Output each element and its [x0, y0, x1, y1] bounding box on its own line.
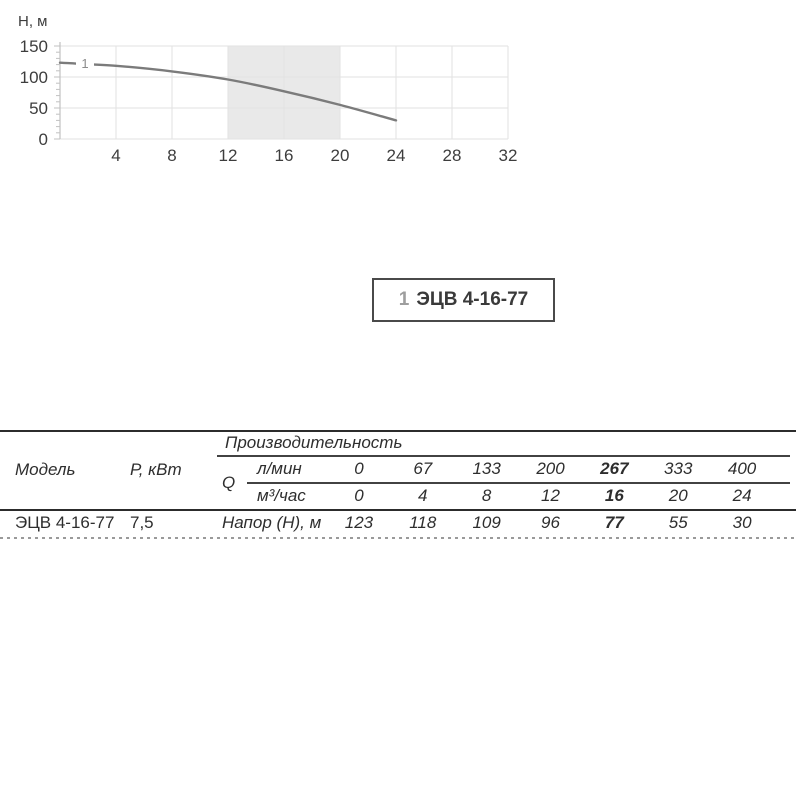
- head-value: 118: [409, 513, 437, 532]
- flow-m3h-value: 0: [354, 486, 364, 505]
- x-tick-label: 32: [499, 146, 518, 165]
- pump-curve-chart: 1 Н, м 150 100 50 0 4 8 12 16 20 24 28 3…: [18, 13, 518, 165]
- x-tick-label: 28: [443, 146, 462, 165]
- y-axis-ticks: [54, 45, 60, 140]
- x-tick-label: 16: [275, 146, 294, 165]
- units-separator: [247, 482, 790, 484]
- pump-curve: [58, 61, 398, 122]
- performance-table: Модель Р, кВт Производительность Q л/мин…: [0, 430, 800, 545]
- flow-m3h-value: 24: [732, 486, 752, 505]
- flow-lmin-value: 400: [727, 459, 757, 478]
- flow-lmin-value: 200: [536, 459, 565, 478]
- y-axis-title: Н, м: [18, 13, 47, 30]
- head-row-label: Напор (Н), м: [222, 512, 322, 532]
- flow-lmin-value: 133: [472, 459, 501, 478]
- legend-model-name: ЭЦВ 4-16-77: [416, 289, 529, 310]
- unit-m3h-label: м³/час: [257, 485, 306, 505]
- power-column-header: Р, кВт: [130, 459, 182, 479]
- legend-curve-number: 1: [398, 289, 410, 310]
- head-value: 30: [732, 513, 752, 532]
- data-row-top-border: [0, 509, 796, 511]
- head-value: 123: [344, 513, 374, 532]
- head-value: 109: [472, 513, 501, 532]
- flow-m3h-value: 4: [418, 486, 428, 505]
- x-tick-label: 20: [331, 146, 350, 165]
- head-value: 77: [604, 513, 624, 532]
- flow-m3h-value: 8: [481, 486, 492, 505]
- unit-lmin-label: л/мин: [257, 458, 302, 478]
- flow-lmin-value: 267: [600, 459, 629, 478]
- curve-label-bg: [76, 58, 94, 69]
- model-column-header: Модель: [15, 459, 76, 479]
- head-value: 55: [668, 513, 688, 532]
- x-tick-label: 24: [387, 146, 406, 165]
- flow-m3h-value: 12: [541, 486, 560, 505]
- gridlines: [60, 45, 509, 140]
- table-bottom-dashed-border: [0, 537, 796, 539]
- head-values-row: 123 118 109 96 77 55 30: [327, 509, 774, 536]
- capacity-underline: [217, 455, 790, 457]
- flow-m3h-value: 16: [604, 486, 624, 505]
- flow-lmin-value: 67: [413, 459, 433, 478]
- head-value: 96: [541, 513, 560, 532]
- q-label: Q: [222, 473, 236, 492]
- flow-lmin-row: 0 67 133 200 267 333 400: [327, 455, 774, 482]
- capacity-header: Производительность: [225, 433, 403, 452]
- flow-m3h-value: 20: [668, 486, 688, 505]
- flow-m3h-row: 0 4 8 12 16 20 24: [327, 482, 774, 509]
- x-tick-label: 8: [167, 146, 176, 165]
- x-tick-label: 4: [111, 146, 120, 165]
- y-tick-label: 100: [20, 68, 48, 87]
- y-tick-label: 0: [39, 130, 48, 149]
- flow-lmin-value: 333: [664, 459, 693, 478]
- y-tick-label: 150: [20, 37, 48, 56]
- y-tick-label: 50: [29, 99, 48, 118]
- flow-lmin-value: 0: [354, 459, 364, 478]
- x-tick-label: 12: [219, 146, 238, 165]
- curve-number-label: 1: [81, 56, 88, 71]
- power-value: 7,5: [130, 512, 154, 532]
- legend-box: 1 ЭЦВ 4-16-77: [372, 278, 555, 322]
- table-top-border: [0, 430, 796, 432]
- model-value: ЭЦВ 4-16-77: [15, 512, 115, 532]
